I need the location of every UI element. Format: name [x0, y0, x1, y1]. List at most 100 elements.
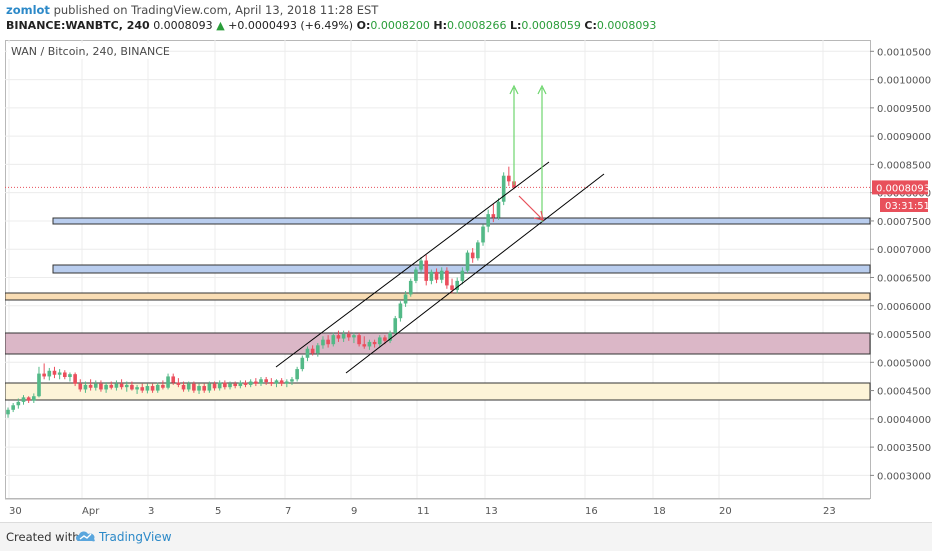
candle-body	[93, 383, 98, 388]
target-arrow-1[interactable]	[509, 84, 519, 185]
price-tick-label: 0.0006000	[877, 302, 931, 313]
publication-line: zomlot published on TradingView.com, Apr…	[6, 3, 378, 17]
candle-body	[119, 383, 124, 388]
candle-body	[310, 348, 315, 354]
candle-body	[331, 335, 336, 345]
candle-body	[166, 376, 170, 388]
last-price: 0.0008093	[153, 19, 213, 32]
candle-body	[393, 318, 398, 333]
candle-body	[47, 370, 52, 377]
support-zone-lower	[4, 382, 871, 401]
candle-body	[274, 380, 279, 384]
candle-body	[290, 379, 294, 382]
candle-body	[496, 201, 501, 218]
candle-body	[445, 270, 449, 286]
candle-body	[186, 383, 191, 390]
up-triangle-icon: ▲	[216, 19, 225, 32]
candle-body	[83, 384, 88, 390]
date-tick-label: 30	[9, 506, 22, 517]
channel-upper-line[interactable]	[275, 161, 550, 368]
time-axis-bg	[5, 499, 870, 520]
price-chart[interactable]: WAN / Bitcoin, 240, BINANCE 0.00105000.0…	[4, 40, 931, 520]
price-tick-label: 0.0004500	[877, 387, 931, 398]
candle-body	[217, 382, 222, 389]
candle-body	[238, 382, 243, 387]
price-axis[interactable]: 0.0010500 0.0010000 0.0009500 0.0009000 0.00…	[870, 47, 931, 482]
price-tick-label: 0.0005500	[877, 330, 931, 341]
candle-body	[300, 357, 305, 370]
candle-body	[259, 379, 263, 384]
high-label: H:	[433, 19, 447, 32]
chart-container[interactable]: WAN / Bitcoin, 240, BINANCE 0.0010500 0.0…	[4, 40, 931, 520]
countdown-box	[880, 198, 928, 212]
date-tick-label: Apr	[82, 506, 100, 517]
candle-body	[78, 383, 83, 390]
pullback-arrow[interactable]	[518, 195, 544, 221]
price-change: +0.0000493 (+6.49%)	[228, 19, 354, 32]
candle-body	[341, 334, 346, 339]
publication-header: zomlot published on TradingView.com, Apr…	[0, 0, 932, 36]
candle-body	[336, 335, 341, 339]
resistance-zone-pink	[4, 332, 871, 355]
candle-body	[460, 270, 465, 281]
candle-body	[21, 397, 26, 402]
candle-body	[414, 269, 418, 281]
candle-body	[135, 387, 139, 390]
candle-body	[26, 397, 31, 401]
candle-body	[248, 381, 253, 385]
price-tick-label: 0.0004000	[877, 415, 931, 426]
candle-body	[16, 401, 21, 406]
candle-body	[465, 252, 470, 271]
candle-body	[130, 384, 134, 390]
date-tick-label: 18	[653, 506, 666, 517]
candle-body	[486, 214, 490, 227]
candle-body	[207, 383, 212, 391]
price-tick-label: 0.0003000	[877, 471, 931, 482]
candle-body	[57, 372, 62, 375]
tradingview-brand-link[interactable]: TradingView	[99, 530, 172, 544]
symbol-label: BINANCE:WANBTC, 240	[6, 19, 150, 32]
published-text: published on TradingView.com, April 13, …	[53, 3, 379, 17]
price-tick-label: 0.0003500	[877, 443, 931, 454]
candle-body	[372, 341, 377, 345]
candle-body	[161, 384, 165, 388]
candle-body	[223, 382, 227, 388]
candle-body	[491, 214, 496, 218]
candle-body	[481, 226, 485, 243]
candle-body	[383, 337, 387, 341]
candle-body	[155, 384, 160, 391]
chart-title: WAN / Bitcoin, 240, BINANCE	[11, 45, 170, 58]
created-with-text: Created with	[6, 530, 80, 544]
candle-body	[37, 373, 41, 397]
candle-body	[62, 372, 67, 377]
symbol-quote-line: BINANCE:WANBTC, 240 0.0008093 ▲ +0.00004…	[6, 19, 656, 32]
candle-body	[6, 409, 10, 415]
candle-body	[32, 396, 36, 401]
candle-body	[450, 285, 454, 290]
time-axis[interactable]: 30 Apr 3 5 7 9 11 13 16 18 20 23	[9, 506, 836, 517]
support-zone-blue-upper	[52, 217, 871, 225]
high-value: 0.0008266	[446, 19, 507, 32]
candle-body	[104, 384, 108, 390]
candle-body	[424, 260, 429, 281]
candle-body	[352, 335, 356, 338]
candle-body	[305, 348, 310, 358]
candle-body	[507, 175, 511, 182]
low-value: 0.0008059	[521, 19, 581, 32]
candle-body	[140, 387, 145, 391]
candle-body	[279, 380, 284, 384]
candle-body	[181, 384, 186, 390]
candle-body	[367, 341, 372, 347]
author-link[interactable]: zomlot	[6, 3, 50, 17]
candle-body	[192, 383, 196, 391]
last-price-marker: 0.0008093 03:31:51	[872, 180, 930, 212]
chart-background	[5, 40, 931, 520]
candle-body	[233, 383, 237, 387]
candle-body	[176, 382, 181, 385]
candle-body	[171, 376, 176, 383]
target-arrow-2[interactable]	[537, 84, 547, 222]
channel-lower-line[interactable]	[345, 173, 605, 374]
candle-body	[377, 337, 382, 345]
candle-body	[11, 405, 15, 410]
support-zone-orange	[4, 292, 871, 301]
